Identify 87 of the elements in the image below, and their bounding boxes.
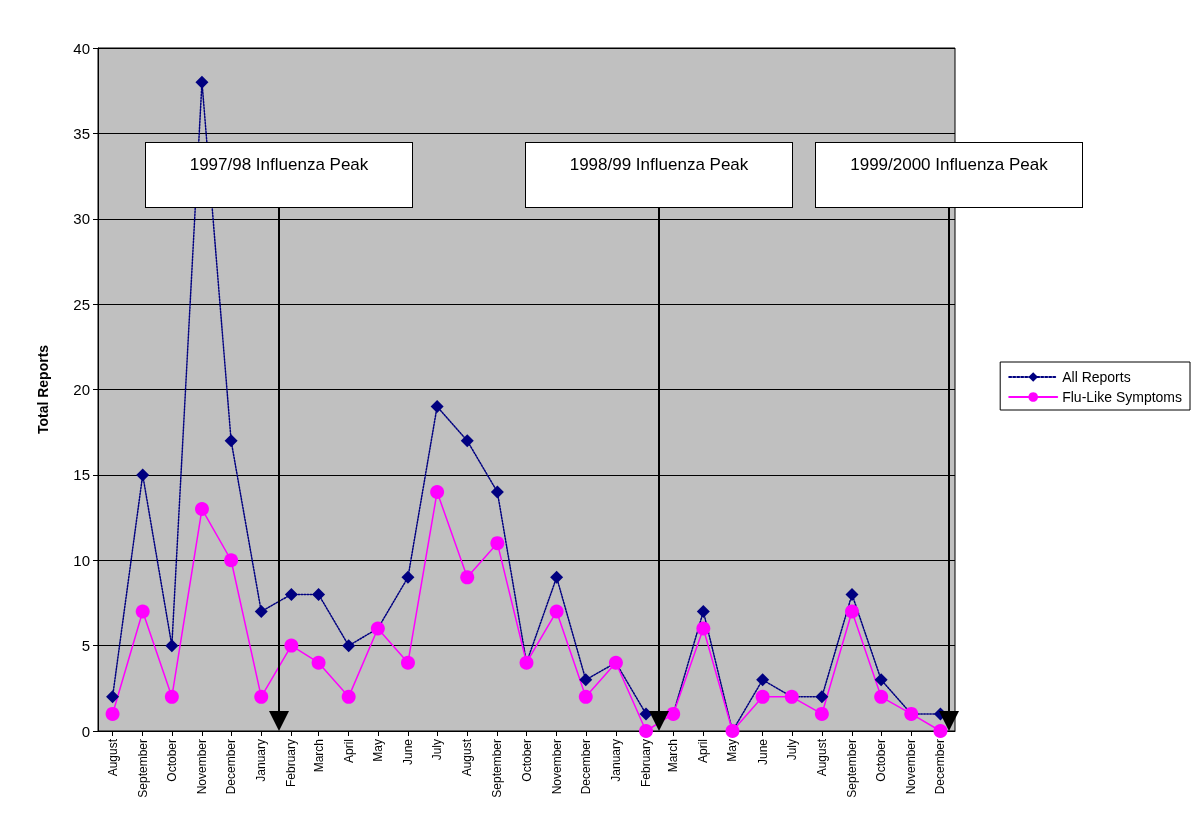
point bbox=[164, 689, 179, 704]
point bbox=[165, 639, 179, 653]
y-tick-label: 10 bbox=[73, 551, 90, 569]
y-tick-label: 40 bbox=[73, 39, 90, 57]
point bbox=[106, 690, 120, 704]
legend-label: Flu-Like Symptoms bbox=[1062, 389, 1183, 405]
x-tick-label: November bbox=[194, 739, 209, 795]
y-tick-label: 15 bbox=[73, 466, 90, 484]
point bbox=[639, 707, 653, 721]
point bbox=[312, 587, 326, 601]
x-tick-label: May bbox=[370, 739, 385, 762]
point bbox=[845, 604, 859, 619]
x-tick-label: August bbox=[105, 738, 120, 777]
point bbox=[578, 689, 593, 704]
point bbox=[284, 587, 298, 601]
point bbox=[933, 724, 948, 738]
point bbox=[254, 604, 268, 618]
x-tick-label: December bbox=[933, 739, 948, 795]
x-tick-label: May bbox=[725, 739, 740, 762]
y-tick-label: 20 bbox=[73, 381, 90, 398]
x-tick-label: September bbox=[135, 739, 150, 798]
point bbox=[490, 485, 504, 499]
y-axis-title: Total Reports bbox=[35, 344, 51, 435]
legend-label: All Reports bbox=[1062, 369, 1131, 385]
point bbox=[579, 673, 593, 687]
x-tick-label: November bbox=[549, 739, 564, 795]
point bbox=[342, 639, 356, 653]
point bbox=[815, 690, 829, 704]
point bbox=[874, 689, 889, 704]
point bbox=[224, 434, 238, 448]
point bbox=[430, 484, 445, 499]
x-tick-label: December bbox=[578, 739, 593, 795]
point bbox=[136, 468, 150, 482]
x-tick-label: March bbox=[666, 739, 681, 773]
x-tick-label: December bbox=[224, 739, 239, 795]
x-tick-label: January bbox=[254, 739, 269, 782]
x-tick-label: October bbox=[164, 739, 179, 782]
y-tick-label: 5 bbox=[81, 637, 90, 655]
ref-line-label: 1999/2000 Influenza Peak bbox=[849, 155, 1049, 175]
x-tick-label: September bbox=[490, 739, 505, 798]
point bbox=[639, 724, 654, 738]
point bbox=[696, 621, 711, 636]
point bbox=[845, 587, 859, 601]
x-tick-label: February bbox=[284, 739, 299, 788]
x-tick-label: October bbox=[519, 739, 534, 782]
point bbox=[550, 570, 564, 584]
x-tick-label: November bbox=[904, 739, 919, 795]
point bbox=[284, 638, 299, 653]
point bbox=[400, 655, 415, 670]
x-tick-label: August bbox=[814, 738, 829, 777]
point bbox=[696, 604, 710, 618]
point bbox=[874, 673, 888, 687]
point bbox=[490, 536, 505, 551]
point bbox=[341, 689, 356, 704]
x-tick-label: July bbox=[430, 739, 445, 761]
point bbox=[135, 604, 150, 619]
point bbox=[194, 502, 209, 517]
y-tick-label: 35 bbox=[73, 124, 90, 142]
x-tick-label: October bbox=[874, 739, 889, 782]
x-tick-label: April bbox=[696, 739, 711, 764]
y-tick-label: 25 bbox=[73, 295, 90, 313]
point bbox=[430, 400, 444, 414]
x-tick-label: September bbox=[845, 739, 859, 798]
point bbox=[105, 706, 120, 721]
x-tick-label: April bbox=[341, 739, 356, 764]
x-tick-label: June bbox=[400, 738, 415, 766]
point bbox=[254, 689, 269, 704]
x-tick-label: July bbox=[784, 739, 799, 761]
x-tick-label: June bbox=[755, 738, 770, 766]
y-tick-label: 0 bbox=[81, 722, 90, 740]
point bbox=[756, 673, 770, 687]
point bbox=[460, 570, 475, 585]
point bbox=[224, 553, 239, 568]
point bbox=[311, 655, 326, 670]
point bbox=[401, 570, 415, 584]
x-tick-label: August bbox=[460, 738, 475, 777]
x-tick-label: February bbox=[639, 739, 654, 788]
x-tick-label: March bbox=[311, 739, 326, 773]
ref-line-label: 1998/99 Influenza Peak bbox=[568, 155, 750, 175]
ref-line-label: 1997/98 Influenza Peak bbox=[188, 155, 370, 175]
point bbox=[195, 75, 209, 89]
x-tick-label: January bbox=[608, 739, 623, 782]
point bbox=[755, 689, 770, 704]
point bbox=[814, 706, 829, 721]
y-tick-label: 30 bbox=[73, 210, 90, 228]
point bbox=[460, 434, 474, 448]
point bbox=[549, 604, 564, 619]
